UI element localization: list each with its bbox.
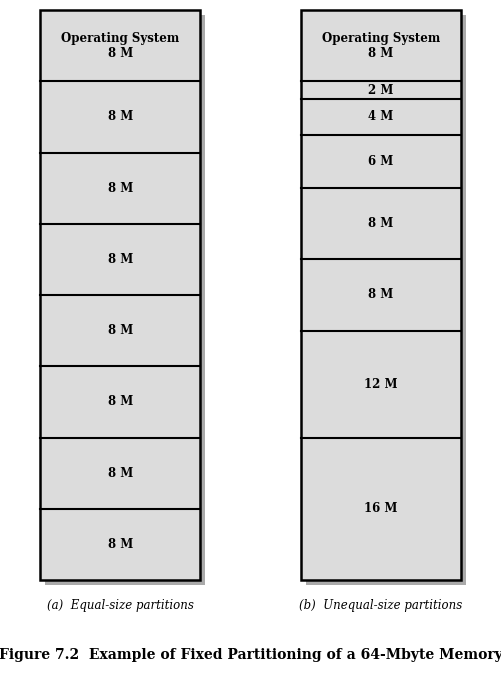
Text: 6 M: 6 M [368, 155, 393, 168]
Text: 8 M: 8 M [108, 396, 133, 409]
Text: 8 M: 8 M [108, 253, 133, 266]
Text: Figure 7.2  Example of Fixed Partitioning of a 64-Mbyte Memory: Figure 7.2 Example of Fixed Partitioning… [0, 648, 501, 662]
Bar [301, 10, 461, 580]
Text: 8 M: 8 M [368, 288, 393, 301]
Text: Operating System
8 M: Operating System 8 M [322, 31, 440, 59]
Text: 8 M: 8 M [368, 218, 393, 231]
Text: 4 M: 4 M [368, 110, 393, 123]
Text: 8 M: 8 M [108, 110, 133, 123]
Text: 16 M: 16 M [364, 502, 397, 515]
Bar [306, 15, 466, 585]
Text: (a)  Equal-size partitions: (a) Equal-size partitions [47, 599, 194, 612]
Text: Operating System
8 M: Operating System 8 M [61, 31, 179, 59]
Text: (b)  Unequal-size partitions: (b) Unequal-size partitions [299, 599, 462, 612]
Text: 12 M: 12 M [364, 378, 397, 391]
Text: 8 M: 8 M [108, 324, 133, 337]
Text: 8 M: 8 M [108, 538, 133, 551]
Bar [40, 10, 200, 580]
Text: 8 M: 8 M [108, 181, 133, 194]
Text: 8 M: 8 M [108, 466, 133, 479]
Bar [45, 15, 205, 585]
Text: 2 M: 2 M [368, 84, 393, 97]
